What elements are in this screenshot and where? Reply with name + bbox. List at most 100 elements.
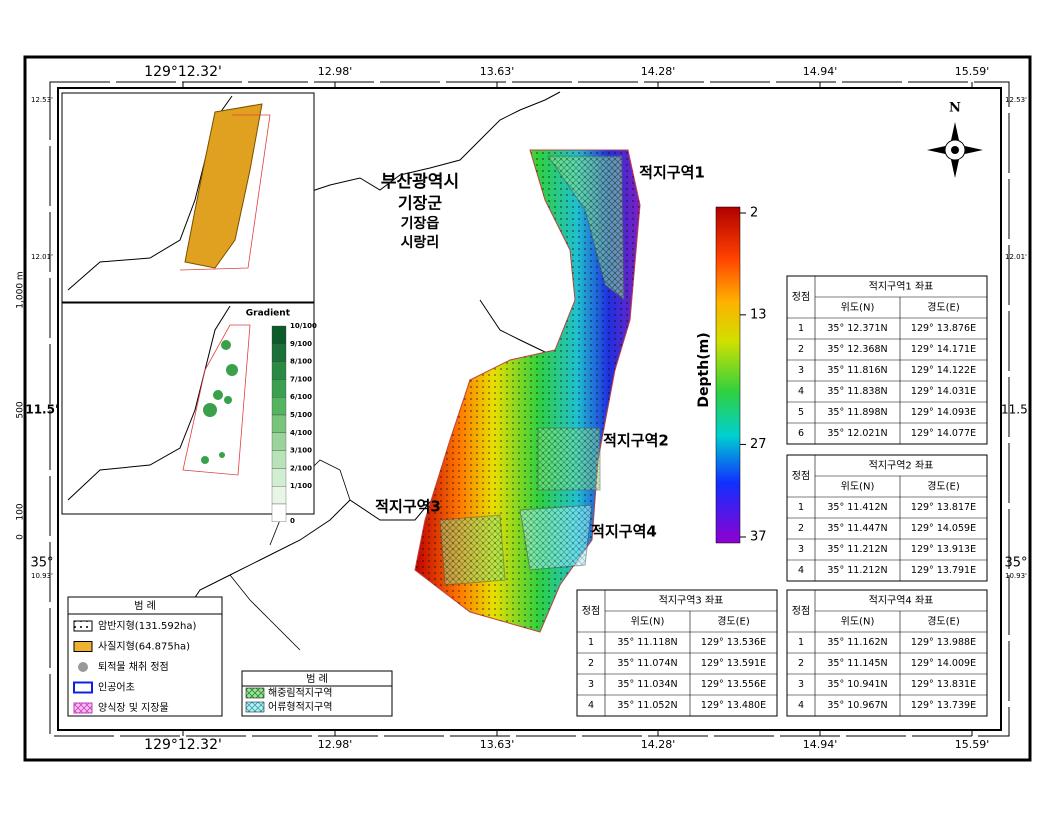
inset-boundary: [182, 324, 251, 476]
table-cell: 35° 11.118N: [617, 637, 677, 648]
lat-label: 11.5': [25, 403, 58, 417]
table-cell: 35° 11.052N: [617, 700, 677, 711]
legend-item: 암반지형(131.592ha): [98, 620, 197, 632]
table-title: 적지구역3 좌표: [659, 595, 724, 607]
graticule-frame: [49, 81, 1010, 737]
table-cell: 3: [588, 679, 594, 690]
gradient-tick-label: 0: [290, 517, 295, 525]
legend-item: 사질지형(64.875ha): [98, 641, 190, 653]
gradient-swatch: [271, 414, 287, 433]
table-cell: 35° 11.816N: [827, 365, 887, 376]
gradient-tick-label: 2/100: [290, 464, 312, 472]
table-cell: 129° 14.009E: [911, 658, 976, 669]
lat-label: 10.93': [31, 572, 53, 580]
lon-label: 14.94': [803, 65, 838, 78]
table-cell: 129° 14.059E: [911, 523, 976, 534]
table-header: 정점: [792, 470, 810, 482]
table-cell: 3: [798, 679, 804, 690]
table-cell: 35° 11.838N: [827, 386, 887, 397]
gradient-swatch: [271, 361, 287, 380]
table-cell: 35° 10.941N: [827, 679, 887, 690]
table-cell: 129° 14.171E: [911, 344, 976, 355]
scale-label: 0: [16, 534, 26, 540]
lon-label: 13.63': [480, 738, 515, 751]
inset-coast: [67, 305, 231, 501]
table-cell: 4: [798, 700, 804, 711]
zone-label: 적지구역2: [603, 432, 669, 450]
table-cell: 3: [798, 544, 804, 555]
table-cell: 35° 11.212N: [827, 565, 887, 576]
legend-swatch: [73, 681, 93, 694]
lat-label: 12.01': [31, 253, 53, 261]
table-cell: 35° 11.034N: [617, 679, 677, 690]
table-cell: 4: [798, 386, 804, 397]
lon-label: 14.28': [641, 65, 676, 78]
table-cell: 129° 13.831E: [911, 679, 976, 690]
table-cell: 129° 13.536E: [701, 637, 766, 648]
coastline: [179, 299, 547, 621]
inset-sand: [61, 92, 315, 303]
table-title: 적지구역1 좌표: [869, 281, 934, 293]
table-header: 위도(N): [841, 615, 875, 628]
place-label: 시랑리: [401, 235, 440, 251]
table-cell: 6: [798, 428, 804, 439]
zone-4-area: [519, 504, 593, 571]
legend-swatch: [73, 702, 93, 714]
lat-label: 12.53': [31, 96, 53, 104]
lon-label: 12.98': [318, 65, 353, 78]
table-cell: 129° 13.913E: [911, 544, 976, 555]
table-cell: 1: [588, 637, 594, 648]
table-header: 경도(E): [927, 480, 960, 493]
table-cell: 2: [798, 344, 804, 355]
table-header: 정점: [792, 605, 810, 617]
outer-frame: [23, 55, 1032, 762]
lon-label: 15.59': [955, 738, 990, 751]
table-cell: 3: [798, 365, 804, 376]
legend-title: 범 례: [134, 600, 156, 612]
scale-label: 1,000 m: [16, 271, 26, 308]
table-header: 위도(N): [841, 480, 875, 493]
legend-item: 양식장 및 지장물: [98, 702, 169, 714]
table-cell: 129° 14.031E: [911, 386, 976, 397]
gradient-swatch: [271, 379, 287, 398]
table-cell: 129° 14.077E: [911, 428, 976, 439]
gradient-tick-label: 8/100: [290, 358, 312, 366]
gradient-swatch: [271, 325, 287, 344]
place-label: 기장읍: [401, 215, 440, 232]
lat-label: 11.5': [1001, 403, 1031, 417]
sand-terrain: [184, 103, 263, 269]
table-header: 경도(E): [927, 615, 960, 628]
lon-label: 129°12.32': [144, 64, 222, 80]
north-arrow: [927, 122, 983, 178]
table-cell: 4: [798, 565, 804, 576]
zone-2-area: [537, 427, 601, 491]
table-cell: 35° 11.162N: [827, 637, 887, 648]
table-cell: 35° 11.412N: [827, 502, 887, 513]
table-header: 위도(N): [841, 301, 875, 314]
lat-label: 35°: [1004, 556, 1027, 571]
table-cell: 1: [798, 323, 804, 334]
legend-swatch: [245, 701, 265, 713]
table-cell: 129° 14.093E: [911, 407, 976, 418]
lon-label: 129°12.32': [144, 737, 222, 753]
table-header: 경도(E): [717, 615, 750, 628]
legend-swatch: [73, 620, 93, 632]
lon-label: 15.59': [955, 65, 990, 78]
zone-label: 적지구역1: [639, 164, 705, 182]
gradient-tick-label: 4/100: [290, 429, 312, 437]
gradient-swatch: [271, 397, 287, 416]
table-cell: 129° 13.988E: [911, 637, 976, 648]
colorbar-tick-label: 2: [750, 206, 758, 221]
legend-swatch: [73, 641, 93, 652]
table-header: 정점: [582, 605, 600, 617]
legend-title: 범 례: [306, 673, 328, 685]
table-cell: 5: [798, 407, 804, 418]
lon-label: 13.63': [480, 65, 515, 78]
table-cell: 129° 14.122E: [911, 365, 976, 376]
gradient-swatch: [271, 343, 287, 362]
inset-gradient-title: Gradient: [246, 309, 291, 319]
table-cell: 2: [798, 523, 804, 534]
legend-item: 어류형적지구역: [268, 701, 332, 713]
table-cell: 35° 11.898N: [827, 407, 887, 418]
table-cell: 129° 13.876E: [911, 323, 976, 334]
